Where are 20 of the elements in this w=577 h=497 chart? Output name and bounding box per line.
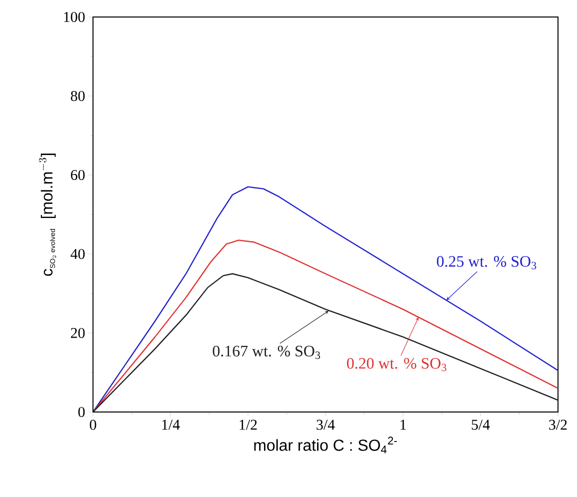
annotation: 0.167 wt. % SO$_{3}$ [212, 346, 320, 359]
y-tick-label: 0 [78, 406, 85, 418]
x-tick-label: 3/4 [316, 420, 335, 430]
annotation: 0.25 wt. % SO$_{3}$ [436, 256, 536, 270]
y-tick-label: 100 [64, 12, 85, 22]
y-tick-label: 80 [70, 90, 85, 102]
line-series [93, 273, 558, 412]
x-tick-label: 1/4 [162, 420, 180, 430]
y-tick-label: 20 [70, 328, 85, 338]
y-axis-title: $\mbox{c}_{\mbox{\scriptsize SO$_2$ evolved}}\ \ \mbox{[mol.m$^{-3}$]}$ [38, 154, 56, 276]
x-tick-label: 3/2 [549, 420, 567, 430]
y-tick-label: 60 [70, 170, 85, 180]
y-tick-label: 40 [70, 248, 85, 260]
x-axis-title: molar ratio C : SO$_{4}$2- [254, 436, 397, 454]
x-tick-label: 1/2 [240, 420, 257, 430]
x-tick-label: 0 [90, 420, 96, 430]
x-tick-label: 1 [400, 420, 406, 430]
annotation: 0.20 wt. % SO$_{3}$ [347, 358, 446, 372]
x-tick-label: 5/4 [472, 420, 490, 430]
line-series [93, 240, 558, 412]
